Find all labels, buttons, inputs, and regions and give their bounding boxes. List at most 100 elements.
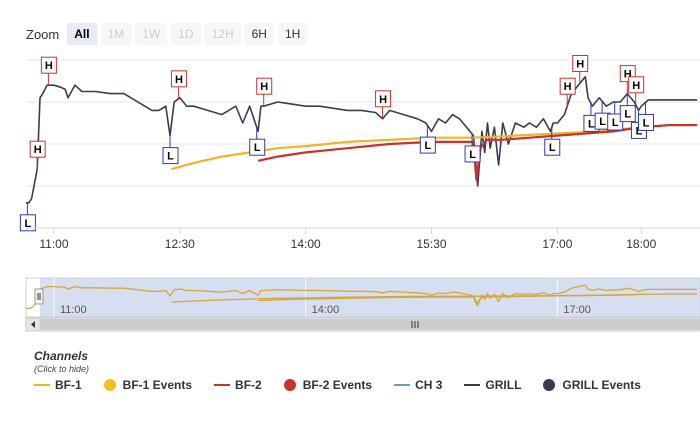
flag-box <box>572 55 589 73</box>
flag-label: L <box>167 151 174 163</box>
legend-item-label: GRILL Events <box>562 378 641 392</box>
legend-item-bf1-events[interactable]: BF-1 Events <box>103 378 193 392</box>
high-event-flag[interactable]: H <box>375 90 392 119</box>
legend-subtitle: (Click to hide) <box>34 364 90 374</box>
high-event-flag[interactable]: H <box>170 70 187 99</box>
flag-label: H <box>45 60 53 72</box>
low-event-flag[interactable]: L <box>637 102 654 131</box>
flag-box <box>162 147 179 165</box>
zoom-button-all[interactable]: All <box>67 23 97 45</box>
flag-box <box>619 105 636 123</box>
legend-item-grill[interactable]: GRILL <box>464 378 521 392</box>
flag-box <box>249 138 266 156</box>
line-symbol-icon <box>34 384 50 386</box>
legend-item-grill-events[interactable]: GRILL Events <box>543 378 641 392</box>
flag-box <box>559 77 576 95</box>
high-event-flag[interactable]: H <box>559 77 576 107</box>
legend-item-label: CH 3 <box>415 378 443 392</box>
zoom-button-6h[interactable]: 6H <box>244 23 274 45</box>
navigator-tick-label: 11:00 <box>60 304 87 316</box>
flag-label: L <box>424 140 431 152</box>
x-tick-label: 12:30 <box>165 237 195 251</box>
line-symbol-icon <box>214 384 231 386</box>
legend-title: Channels <box>34 349 89 363</box>
high-event-flag[interactable]: H <box>628 76 645 105</box>
flag-label: H <box>564 81 572 93</box>
flag-box <box>628 76 645 94</box>
low-event-flag[interactable]: L <box>464 133 481 163</box>
legend-item-label: GRILL <box>485 378 522 392</box>
low-event-flag[interactable]: L <box>619 93 636 123</box>
flag-label: H <box>576 59 584 71</box>
circle-symbol-icon <box>543 379 556 391</box>
flag-box <box>375 90 392 108</box>
flag-label: L <box>636 125 643 137</box>
navigator-series <box>26 284 698 310</box>
x-tick-label: 17:00 <box>542 237 572 251</box>
legend-item-ch3[interactable]: CH 3 <box>394 378 442 392</box>
zoom-button-1w: 1W <box>135 23 168 45</box>
flag-label: H <box>379 94 387 106</box>
zoom-range-selector: Zoom All 1M 1W 1D 12H 6H 1H <box>26 23 311 45</box>
legend-item-bf2[interactable]: BF-2 <box>214 378 262 392</box>
flag-label: L <box>624 109 631 121</box>
flag-label: L <box>599 116 606 128</box>
flag-label: H <box>632 80 640 92</box>
line-symbol-icon <box>394 384 411 386</box>
plot-series <box>26 76 698 204</box>
flag-label: L <box>549 142 556 154</box>
x-tick-label: 11:00 <box>39 237 68 251</box>
series-line-bf-2 <box>257 123 698 181</box>
navigator-scrollbar-thumb[interactable] <box>40 319 700 330</box>
navigator[interactable]: 11:00 14:00 17:00 <box>25 277 700 332</box>
legend-items: BF-1 BF-1 Events BF-2 BF-2 Events CH 3 G… <box>34 378 663 392</box>
legend-item-bf2-events[interactable]: BF-2 Events <box>283 378 373 392</box>
flag-box <box>256 77 273 95</box>
x-tick-label: 18:00 <box>626 237 656 251</box>
legend-item-bf1[interactable]: BF-1 <box>34 378 82 392</box>
navigator-left-handle[interactable] <box>34 288 44 305</box>
flag-box <box>29 140 46 158</box>
x-axis-ticks: 11:00 12:30 14:00 15:30 17:00 18:00 <box>39 228 657 251</box>
zoom-button-12h: 12H <box>204 23 241 45</box>
flag-label: L <box>588 118 595 130</box>
left-handle-box[interactable] <box>34 288 44 305</box>
zoom-button-1d: 1D <box>171 23 201 45</box>
flag-box <box>19 214 36 232</box>
flag-label: L <box>254 142 261 154</box>
low-event-flag[interactable]: L <box>162 135 179 165</box>
flag-box <box>40 56 57 74</box>
low-event-flag[interactable]: L <box>19 202 36 232</box>
flag-box <box>170 70 187 88</box>
flag-label: L <box>469 149 476 161</box>
high-event-flag[interactable]: H <box>29 140 46 170</box>
navigator-series-line <box>26 284 698 310</box>
low-event-flag[interactable]: L <box>544 127 561 156</box>
legend-item-label: BF-1 <box>55 378 82 392</box>
navigator-ticks: 11:00 14:00 17:00 <box>60 304 591 316</box>
high-event-flag[interactable]: H <box>572 55 589 84</box>
x-tick-label: 14:00 <box>291 237 321 251</box>
legend-item-label: BF-2 Events <box>302 378 373 392</box>
flag-box <box>544 138 561 156</box>
flag-label: H <box>34 144 42 156</box>
legend-item-label: BF-1 Events <box>122 378 193 392</box>
legend-item-label: BF-2 <box>235 378 262 392</box>
flag-label: H <box>260 81 268 93</box>
line-symbol-icon <box>464 384 481 386</box>
series-line-grill <box>26 76 698 204</box>
low-event-flag[interactable]: L <box>249 127 266 156</box>
x-tick-label: 15:30 <box>417 237 447 251</box>
chart-legend: Channels (Click to hide) BF-1 BF-1 Event… <box>34 349 663 392</box>
high-event-flag[interactable]: H <box>40 56 57 86</box>
low-event-flag[interactable]: L <box>419 125 436 154</box>
zoom-label: Zoom <box>26 26 60 42</box>
chevron-left-icon <box>31 321 35 328</box>
high-event-flag[interactable]: H <box>256 77 273 107</box>
zoom-button-1m: 1M <box>100 23 132 45</box>
zoom-button-1h[interactable]: 1H <box>277 23 308 45</box>
circle-symbol-icon <box>103 379 116 391</box>
flag-box <box>637 113 654 131</box>
